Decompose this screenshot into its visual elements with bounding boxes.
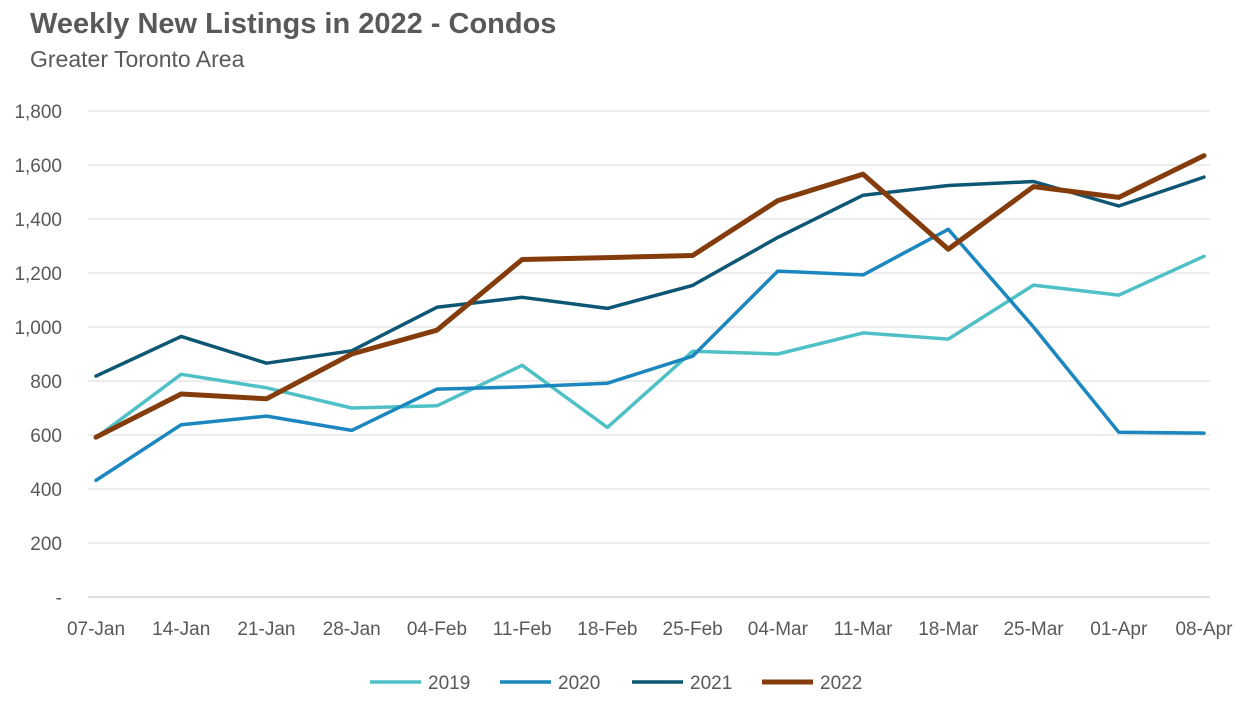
y-tick-label: 200: [30, 534, 62, 555]
x-tick-label: 04-Mar: [748, 619, 809, 640]
x-tick-label: 01-Apr: [1090, 619, 1148, 640]
chart-title: Weekly New Listings in 2022 - Condos: [30, 8, 557, 40]
series-lines: [93, 153, 1207, 483]
y-tick-label: 800: [30, 372, 62, 393]
x-tick-label: 08-Apr: [1175, 619, 1233, 640]
gridlines: [88, 110, 1210, 598]
x-tick-label: 07-Jan: [67, 619, 125, 640]
x-tick-label: 25-Mar: [1003, 619, 1064, 640]
chart-subtitle: Greater Toronto Area: [30, 46, 245, 72]
y-axis: - 200 400 600 800 1,000 1,200 1,400 1,600 1,800: [14, 102, 62, 609]
y-tick-label: -: [56, 588, 62, 609]
series-line-2022: [93, 153, 1207, 440]
x-tick-label: 04-Feb: [407, 619, 467, 640]
series-line-2020: [94, 227, 1206, 483]
y-tick-label: 1,800: [14, 102, 62, 123]
y-tick-label: 1,400: [14, 210, 62, 231]
series-line-2019: [94, 254, 1206, 440]
legend-label-2022: 2022: [820, 673, 862, 694]
x-tick-label: 18-Mar: [918, 619, 979, 640]
legend: 2019 2020 2021 2022: [370, 673, 862, 694]
y-tick-label: 1,600: [14, 156, 62, 177]
series-line-2021: [94, 175, 1206, 378]
y-tick-label: 1,200: [14, 264, 62, 285]
x-tick-label: 11-Mar: [834, 619, 893, 640]
y-tick-label: 600: [30, 426, 62, 447]
legend-label-2020: 2020: [558, 673, 600, 694]
x-tick-label: 28-Jan: [323, 619, 381, 640]
legend-label-2021: 2021: [690, 673, 732, 694]
x-tick-label: 25-Feb: [663, 619, 723, 640]
x-tick-label: 11-Feb: [493, 619, 552, 640]
legend-label-2019: 2019: [428, 673, 470, 694]
x-tick-label: 18-Feb: [577, 619, 637, 640]
y-tick-label: 1,000: [14, 318, 62, 339]
x-tick-label: 21-Jan: [237, 619, 295, 640]
x-axis: 07-Jan 14-Jan 21-Jan 28-Jan 04-Feb 11-Feb 18-F…: [67, 619, 1233, 640]
y-tick-label: 400: [30, 480, 62, 501]
x-tick-label: 14-Jan: [152, 619, 210, 640]
